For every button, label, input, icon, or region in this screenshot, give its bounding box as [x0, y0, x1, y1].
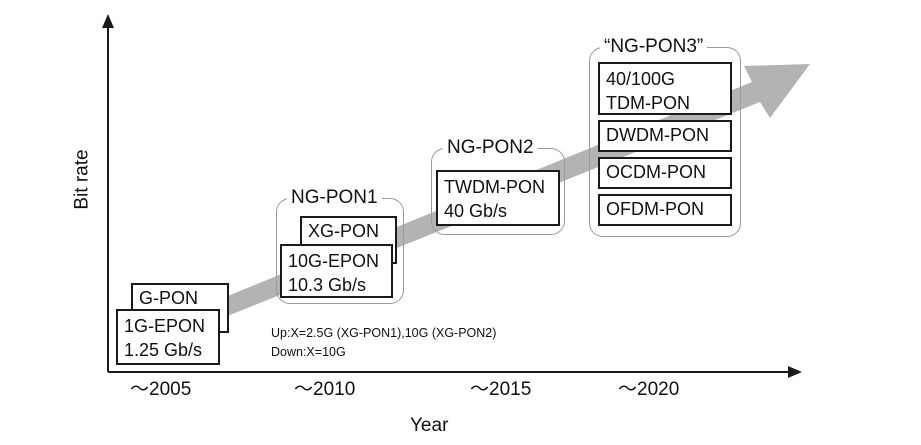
twdm-pon-rate: 40 Gb/s [444, 201, 508, 221]
ofdm-pon-label: OFDM-PON [606, 199, 704, 219]
ocdm-pon-label: OCDM-PON [606, 162, 706, 182]
gpon-label: G-PON [139, 288, 199, 308]
1g-epon-rate: 1.25 Gb/s [124, 340, 203, 360]
10g-epon-box: 10G-EPON 10.3 Gb/s [280, 244, 393, 298]
x-axis-title: Year [410, 415, 449, 436]
twdm-pon-label: TWDM-PON [444, 177, 545, 197]
note-down: Down:X=10G [271, 345, 346, 359]
y-axis-arrowhead [102, 14, 114, 28]
10g-epon-label: 10G-EPON [288, 251, 380, 271]
ofdm-pon-box: OFDM-PON [598, 194, 732, 226]
1g-epon-box: 1G-EPON 1.25 Gb/s [116, 309, 220, 365]
dwdm-pon-label: DWDM-PON [606, 125, 709, 145]
ng-pon1-title: NG-PON1 [287, 188, 382, 207]
x-tick-2005: ～2005 [130, 379, 192, 400]
ng-pon3-title: “NG-PON3” [600, 37, 708, 56]
dwdm-pon-box: DWDM-PON [598, 120, 732, 152]
tdm-pon-box: 40/100G TDM-PON [598, 62, 732, 115]
x-tick-2015: ～2015 [470, 379, 532, 400]
ocdm-pon-box: OCDM-PON [598, 157, 732, 189]
10g-epon-rate: 10.3 Gb/s [288, 275, 367, 295]
x-axis-arrowhead [788, 366, 802, 378]
x-tick-2020: ～2020 [618, 379, 680, 400]
note-up: Up:X=2.5G (XG-PON1),10G (XG-PON2) [271, 326, 497, 340]
x-tick-2010: ～2010 [294, 379, 356, 400]
twdm-pon-box: TWDM-PON 40 Gb/s [436, 170, 560, 226]
1g-epon-label: 1G-EPON [124, 316, 206, 336]
xg-pon-label: XG-PON [308, 221, 380, 241]
tdm-pon-label: TDM-PON [606, 93, 690, 113]
ng-pon2-title: NG-PON2 [443, 138, 538, 157]
y-axis-title: Bit rate [71, 149, 93, 210]
tdm-pon-rate: 40/100G [606, 69, 676, 89]
